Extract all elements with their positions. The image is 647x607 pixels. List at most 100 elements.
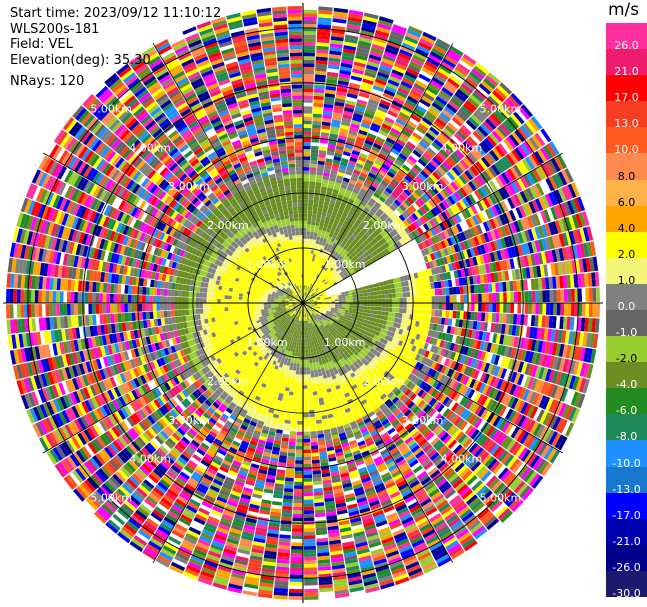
radar-gate (303, 406, 309, 411)
radar-gate (338, 298, 343, 301)
radar-gate (303, 177, 309, 182)
radar-gate (408, 117, 420, 126)
radar-gate (326, 75, 338, 81)
radar-gate (341, 117, 352, 124)
radar-gate (412, 149, 422, 158)
radar-gate (344, 103, 355, 110)
radar-gate (323, 103, 334, 109)
radar-gate (321, 125, 331, 130)
radar-gate (342, 177, 350, 183)
radar-gate (314, 373, 319, 378)
radar-gate (324, 220, 330, 225)
radar-gate (392, 303, 396, 308)
radar-gate (416, 143, 427, 153)
radar-gate (542, 303, 547, 315)
radar-gate (347, 239, 353, 245)
radar-gate (374, 78, 387, 86)
radar-gate (317, 164, 325, 169)
radar-gate (340, 226, 346, 232)
radar-gate (391, 312, 396, 318)
radar-gate (308, 278, 311, 283)
radar-gate (335, 149, 344, 155)
radar-gate (327, 144, 336, 149)
radar-gate (399, 84, 411, 93)
radar-gate (336, 263, 341, 268)
radar-gate (287, 456, 295, 461)
radar-gate (316, 45, 329, 51)
radar-gate (346, 213, 353, 220)
radar-gate (326, 187, 334, 193)
radar-gate (362, 146, 371, 153)
radar-gate (456, 88, 469, 100)
radar-gate (385, 187, 393, 195)
radar-gate (386, 113, 397, 121)
radar-gate (567, 289, 572, 302)
radar-gate (365, 159, 374, 166)
radar-gate (312, 289, 315, 293)
radar-gate (335, 216, 341, 222)
radar-gate (400, 150, 410, 158)
radar-gate (335, 227, 341, 233)
radar-gate (303, 349, 306, 354)
radar-gate (306, 267, 309, 272)
radar-gate (339, 255, 344, 261)
radar-gate (394, 93, 407, 102)
radar-gate (317, 31, 331, 36)
radar-gate (343, 250, 349, 255)
radar-gate (328, 206, 334, 211)
radar-gate (342, 114, 353, 120)
radar-gate (318, 252, 322, 257)
radar-gate (357, 224, 364, 231)
radar-gate (286, 463, 295, 468)
radar-gate (431, 141, 442, 151)
radar-gate (358, 314, 363, 319)
radar-gate (361, 210, 368, 216)
radar-gate (303, 492, 314, 497)
radar-gate (334, 204, 340, 210)
radar-gate (351, 225, 358, 231)
radar-gate (339, 69, 352, 76)
radar-gate (563, 303, 568, 316)
radar-gate (451, 71, 464, 83)
radar-gate (316, 283, 320, 287)
radar-gate (306, 359, 310, 364)
radar-gate (303, 295, 305, 300)
radar-gate (330, 266, 334, 271)
radar-gate (474, 88, 487, 101)
radar-gate (317, 211, 322, 216)
radar-gate (334, 182, 342, 188)
radar-gate (282, 498, 293, 504)
radar-gate (322, 175, 330, 181)
radar-gate (433, 73, 447, 84)
radar-gate (420, 290, 425, 297)
radar-gate (303, 485, 313, 490)
radar-gate (420, 35, 436, 45)
radar-gate (359, 309, 364, 313)
radar-gate (403, 126, 414, 135)
radar-gate (342, 211, 349, 217)
radar-gate (291, 535, 303, 540)
radar-gate (394, 159, 404, 167)
radar-gate (309, 177, 316, 182)
radar-gate (385, 137, 396, 145)
radar-gate (326, 239, 331, 245)
radar-gate (546, 290, 550, 302)
radar-gate (346, 93, 358, 99)
radar-gate (371, 88, 383, 96)
radar-gate (352, 305, 357, 309)
radar-gate (362, 312, 367, 317)
radar-gate (380, 285, 385, 291)
radar-gate (327, 244, 332, 249)
radar-gate (341, 296, 346, 299)
radar-gate (321, 274, 326, 278)
radar-gate (422, 31, 437, 41)
radar-gate (308, 286, 311, 290)
radar-gate (362, 19, 377, 27)
radar-gate (451, 116, 463, 127)
radar-gate (405, 313, 410, 320)
radar-gate (352, 308, 357, 312)
radar-gate (432, 44, 447, 55)
radar-gate (306, 224, 311, 229)
radar-gate (340, 124, 350, 130)
radar-gate (397, 135, 408, 144)
